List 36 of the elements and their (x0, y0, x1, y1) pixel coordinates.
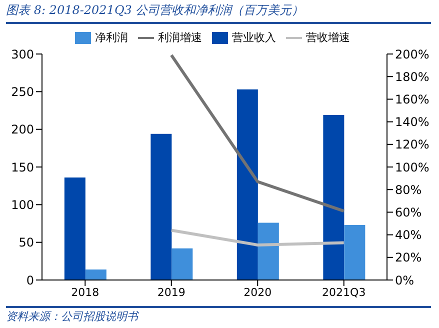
bar (172, 248, 193, 280)
y2-tick-label: 20% (395, 250, 422, 265)
legend-label: 营收增速 (306, 31, 350, 44)
y2-tick-label: 160% (395, 92, 430, 106)
y2-tick-label: 140% (395, 115, 430, 130)
bar (236, 89, 258, 280)
x-tick-label: 2018 (71, 286, 100, 299)
legend-label: 净利润 (95, 31, 128, 44)
x-tick-label: 2019 (157, 286, 186, 299)
bar (150, 134, 172, 280)
text: 资料来源：公司招股说明书 (6, 309, 138, 324)
legend-label: 利润增速 (158, 31, 202, 44)
y2-tick-label: 80% (395, 182, 422, 197)
bar (344, 225, 366, 280)
y2-tick-label: 100% (395, 160, 430, 174)
bar (64, 178, 86, 280)
y-tick-label: 200 (11, 122, 34, 137)
y2-tick-label: 200% (395, 47, 430, 62)
chart-title: 图表 8: 2018-2021Q3 公司营收和净利润（百万美元） (6, 2, 304, 19)
y-tick-label: 0 (26, 273, 34, 288)
y2-tick-label: 180% (395, 70, 430, 84)
y-tick-label: 150 (11, 160, 34, 174)
y2-tick-label: 120% (395, 138, 430, 152)
y-tick-label: 100 (11, 198, 34, 212)
y2-tick-label: 40% (395, 228, 422, 242)
bar (323, 115, 344, 280)
legend-label: 营业收入 (232, 31, 276, 44)
y-tick-label: 50 (18, 236, 34, 250)
bar (258, 222, 279, 280)
y2-tick-label: 0% (395, 273, 414, 288)
y2-tick-label: 60% (395, 205, 422, 220)
y-tick-label: 300 (11, 47, 34, 62)
y-tick-label: 250 (11, 84, 34, 99)
x-tick-label: 2021Q3 (322, 286, 366, 299)
bar (85, 269, 106, 280)
x-tick-label: 2020 (244, 286, 272, 299)
